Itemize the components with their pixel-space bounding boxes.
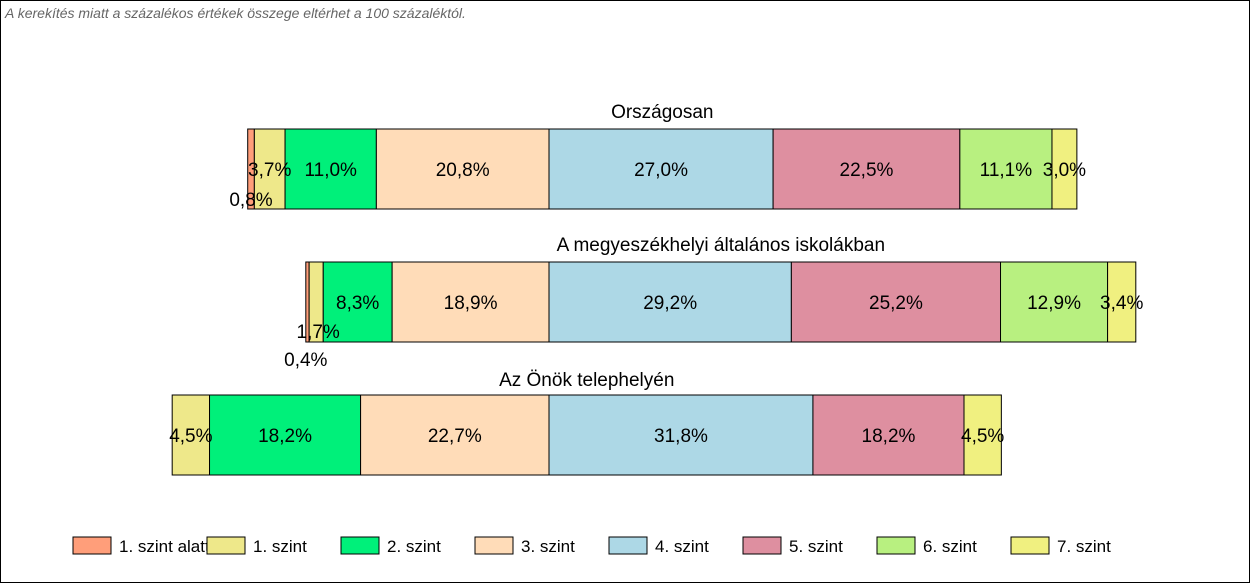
legend-swatch — [72, 536, 112, 555]
bar-segment-level-6 — [959, 128, 1053, 210]
bar-group-2: A megyeszékhelyi általános iskolákban 0,4… — [284, 235, 1143, 371]
bar-segment-level-2 — [322, 261, 393, 343]
data-label: 3,4% — [1100, 293, 1143, 314]
legend-label: 4. szint — [655, 537, 709, 556]
legend-swatch — [1010, 536, 1050, 555]
group-title: Országosan — [611, 102, 713, 123]
bar-group-1: Országosan 0,8% 3,7% 11,0% 20,8% 27,0% 22,5% 11… — [229, 102, 1086, 211]
legend-swatch — [742, 536, 782, 555]
legend-label: 1. szint alatti — [119, 537, 214, 556]
legend-label: 1. szint — [253, 537, 307, 556]
data-label: 8,3% — [336, 293, 379, 314]
data-label: 3,7% — [248, 160, 291, 181]
legend-swatch — [608, 536, 648, 555]
bar-group-3: Az Önök telephelyén 4,5% 18,2% 22,7% 31,8% 18… — [169, 370, 1004, 476]
legend-swatch — [206, 536, 246, 555]
bar-segment-level-7 — [1051, 128, 1078, 210]
data-label: 18,2% — [862, 426, 916, 447]
bar-segment-level-7 — [1107, 261, 1137, 343]
data-label: 29,2% — [643, 293, 697, 314]
data-label: 4,5% — [169, 426, 212, 447]
legend-label: 6. szint — [923, 537, 977, 556]
legend-label: 5. szint — [789, 537, 843, 556]
data-label: 11,1% — [980, 160, 1033, 181]
legend-swatch — [340, 536, 380, 555]
legend-label: 3. szint — [521, 537, 575, 556]
data-label: 11,0% — [304, 160, 357, 181]
bar-segment-level-3 — [391, 261, 550, 343]
data-label: 0,4% — [284, 350, 327, 371]
data-label: 22,7% — [428, 426, 482, 447]
bar-segment-level-1 — [253, 128, 286, 210]
legend-label: 2. szint — [387, 537, 441, 556]
data-label: 4,5% — [961, 426, 1004, 447]
bar-segment-level-1 — [171, 394, 211, 476]
data-label: 12,9% — [1027, 293, 1081, 314]
legend-swatch — [876, 536, 916, 555]
bar-segment-level-5 — [772, 128, 961, 210]
data-label: 20,8% — [436, 160, 490, 181]
data-label: 1,7% — [297, 322, 340, 343]
rounding-note: A kerekítés miatt a százalékos értékek ö… — [5, 5, 466, 21]
data-label: 3,0% — [1043, 160, 1086, 181]
bar-segment-level-4 — [548, 394, 814, 476]
data-label: 0,8% — [229, 190, 272, 211]
group-title: Az Önök telephelyén — [499, 370, 674, 391]
legend-label: 7. szint — [1057, 537, 1111, 556]
data-label: 27,0% — [634, 160, 688, 181]
data-label: 18,2% — [258, 426, 312, 447]
data-label: 22,5% — [840, 160, 894, 181]
data-label: 18,9% — [444, 293, 498, 314]
bar-segment-level-5 — [812, 394, 965, 476]
bar-segment-level-3 — [375, 128, 550, 210]
bar-segment-level-6 — [1000, 261, 1109, 343]
data-label: 31,8% — [654, 426, 708, 447]
bar-segment-level-3 — [360, 394, 550, 476]
bar-segment-level-7 — [963, 394, 1002, 476]
bar-segment-level-2 — [209, 394, 362, 476]
group-title: A megyeszékhelyi általános iskolákban — [557, 235, 885, 256]
bar-segment-level-5 — [790, 261, 1002, 343]
legend: 1. szint alatti 1. szint 2. szint 3. szint 4… — [72, 536, 1111, 556]
bar-segment-level-4 — [548, 128, 774, 210]
legend-swatch — [474, 536, 514, 555]
data-label: 25,2% — [869, 293, 923, 314]
